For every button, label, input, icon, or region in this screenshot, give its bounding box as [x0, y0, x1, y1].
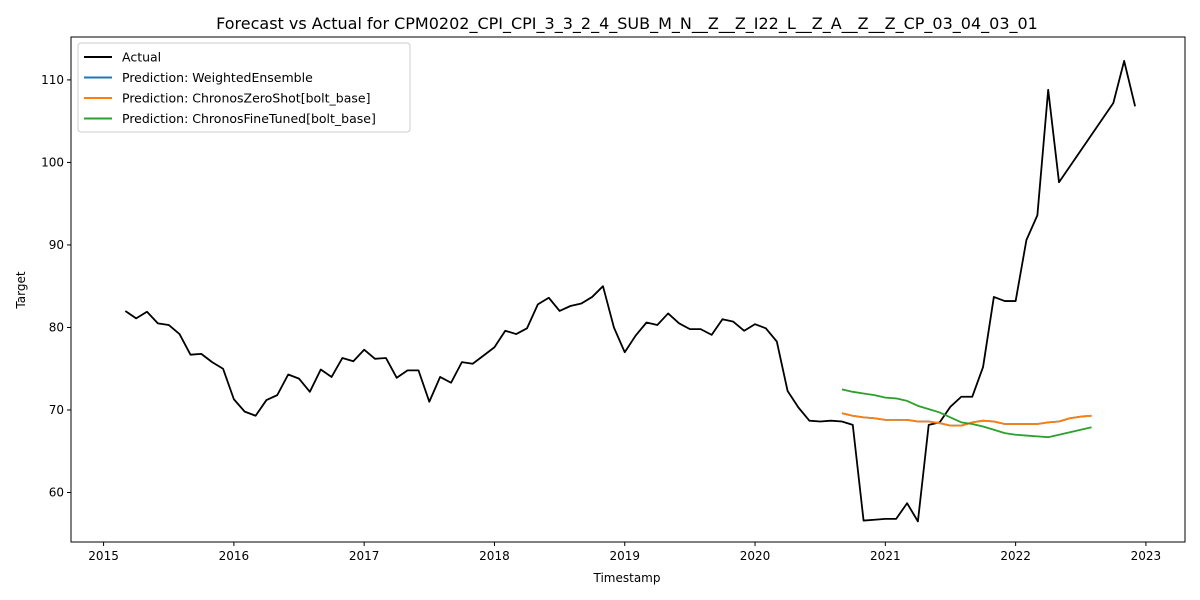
y-tick-label: 90: [49, 238, 64, 252]
chart-title: Forecast vs Actual for CPM0202_CPI_CPI_3…: [216, 14, 1038, 34]
legend-entry: Prediction: ChronosFineTuned[bolt_base]: [122, 111, 376, 126]
x-tick-label: 2015: [88, 549, 119, 563]
y-axis-label: Target: [14, 271, 28, 309]
x-tick-label: 2020: [740, 549, 771, 563]
y-tick-label: 100: [41, 155, 64, 169]
series-line-0: [124, 60, 1136, 523]
x-tick-label: 2016: [219, 549, 250, 563]
series-layer: [124, 60, 1136, 523]
series-line-3: [841, 388, 1092, 439]
x-tick-label: 2021: [870, 549, 901, 563]
y-tick-label: 80: [49, 320, 64, 334]
y-tick-label: 70: [49, 403, 64, 417]
legend-entry: Prediction: WeightedEnsemble: [122, 70, 313, 85]
x-tick-label: 2019: [609, 549, 640, 563]
axes-frame: [70, 36, 1186, 543]
x-tick-label: 2023: [1131, 549, 1162, 563]
x-tick-label: 2018: [479, 549, 510, 563]
legend-entry: Prediction: ChronosZeroShot[bolt_base]: [122, 91, 370, 106]
x-tick-label: 2017: [349, 549, 380, 563]
y-tick-label: 110: [41, 73, 64, 87]
x-axis: 2015 2016 2017 2018 2019 2020 2021 2022 2023: [88, 542, 1161, 563]
legend-box: [77, 42, 411, 133]
legend: Actual Prediction: WeightedEnsemble Predic…: [77, 42, 411, 133]
x-axis-label: Timestamp: [593, 571, 661, 585]
y-axis: 60 70 80 90 100 110: [41, 73, 71, 499]
y-tick-label: 60: [49, 485, 64, 499]
legend-entry: Actual: [122, 50, 161, 65]
x-tick-label: 2022: [1000, 549, 1031, 563]
